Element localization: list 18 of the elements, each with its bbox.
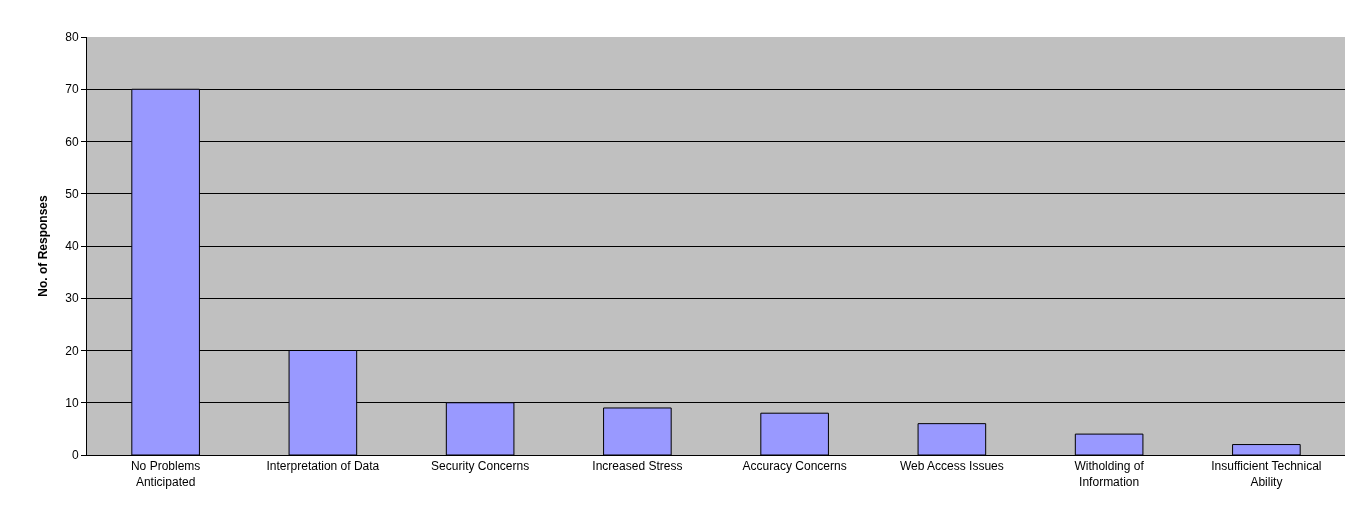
y-tick-label: 30 bbox=[65, 291, 79, 306]
y-tick-label: 10 bbox=[65, 395, 79, 410]
y-axis-title: No. of Responses bbox=[35, 195, 50, 297]
x-tick-label: No Problems Anticipated bbox=[130, 459, 201, 489]
y-tick-label: 20 bbox=[65, 343, 79, 358]
y-tick-label: 0 bbox=[71, 448, 79, 463]
y-tick-label: 40 bbox=[65, 239, 79, 254]
y-tick-label: 70 bbox=[65, 82, 79, 97]
x-tick-label: Security Concerns bbox=[431, 459, 530, 474]
y-tick-label: 80 bbox=[65, 30, 79, 45]
x-tick-label: Insufficient Technical Ability bbox=[1211, 459, 1322, 489]
x-tick-label: Interpretation of Data bbox=[266, 459, 380, 474]
x-tick-label: Increased Stress bbox=[592, 459, 683, 474]
y-tick-label: 50 bbox=[65, 186, 79, 201]
x-tick-label: Accuracy Concerns bbox=[742, 459, 847, 474]
x-tick-label: Witholding of Information bbox=[1074, 459, 1145, 489]
x-tick-label: Web Access Issues bbox=[899, 459, 1004, 474]
y-tick-label: 60 bbox=[65, 134, 79, 149]
